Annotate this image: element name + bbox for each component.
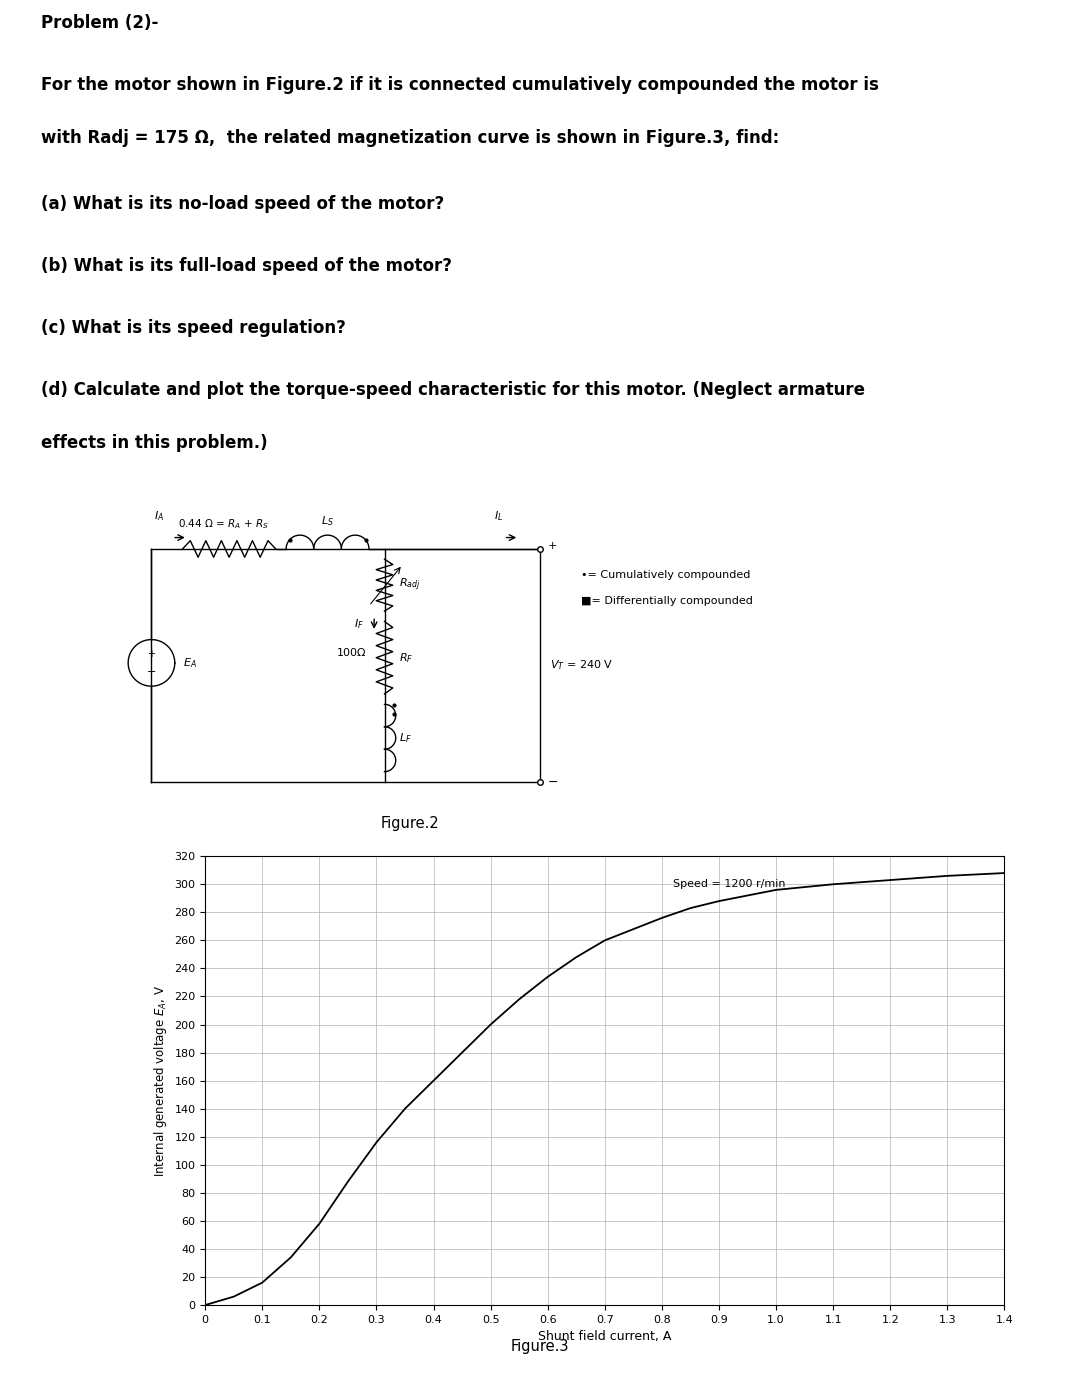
Text: $E_A$: $E_A$ xyxy=(183,656,197,670)
Text: •= Cumulatively compounded: •= Cumulatively compounded xyxy=(581,570,751,580)
Text: Problem (2)-: Problem (2)- xyxy=(41,14,159,32)
Text: Figure.2: Figure.2 xyxy=(381,816,440,830)
Text: (a) What is its no-load speed of the motor?: (a) What is its no-load speed of the mot… xyxy=(41,195,444,213)
Text: $V_T$ = 240 V: $V_T$ = 240 V xyxy=(550,659,613,673)
Text: $L_S$: $L_S$ xyxy=(321,515,334,529)
Text: $I_A$: $I_A$ xyxy=(154,510,164,523)
Text: $R_F$: $R_F$ xyxy=(399,650,414,664)
Text: −: − xyxy=(147,667,157,677)
Text: +: + xyxy=(548,541,557,551)
Y-axis label: Internal generated voltage $E_A$, V: Internal generated voltage $E_A$, V xyxy=(151,985,168,1177)
Text: 100Ω: 100Ω xyxy=(337,648,366,657)
Text: (c) What is its speed regulation?: (c) What is its speed regulation? xyxy=(41,319,346,337)
Text: −: − xyxy=(548,776,558,789)
Text: $I_F$: $I_F$ xyxy=(354,617,364,631)
Text: with Radj = 175 Ω,  the related magnetization curve is shown in Figure.3, find:: with Radj = 175 Ω, the related magnetiza… xyxy=(41,128,780,146)
Text: effects in this problem.): effects in this problem.) xyxy=(41,434,268,452)
Text: ■= Differentially compounded: ■= Differentially compounded xyxy=(581,595,753,606)
Text: 0.44 Ω = $R_A$ + $R_S$: 0.44 Ω = $R_A$ + $R_S$ xyxy=(178,516,269,530)
Text: $R_{adj}$: $R_{adj}$ xyxy=(399,577,420,594)
Text: Figure.3: Figure.3 xyxy=(511,1340,569,1353)
Text: For the motor shown in Figure.2 if it is connected cumulatively compounded the m: For the motor shown in Figure.2 if it is… xyxy=(41,76,879,94)
X-axis label: Shunt field current, A: Shunt field current, A xyxy=(538,1330,672,1344)
Text: $I_L$: $I_L$ xyxy=(494,510,503,523)
Text: +: + xyxy=(148,649,156,659)
Text: (b) What is its full-load speed of the motor?: (b) What is its full-load speed of the m… xyxy=(41,257,453,275)
Text: $L_F$: $L_F$ xyxy=(399,731,411,744)
Text: (d) Calculate and plot the torque-speed characteristic for this motor. (Neglect : (d) Calculate and plot the torque-speed … xyxy=(41,381,865,399)
Text: Speed = 1200 r/min: Speed = 1200 r/min xyxy=(673,880,786,889)
